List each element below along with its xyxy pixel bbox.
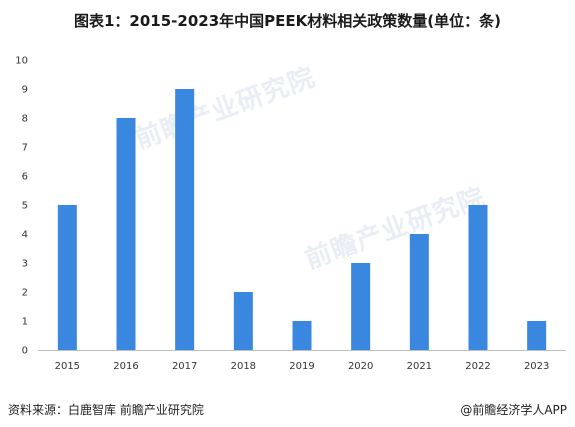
y-tick-label: 0 <box>22 346 28 357</box>
bar-2018 <box>233 292 253 350</box>
x-tick-label: 2018 <box>231 361 256 372</box>
bar-2017 <box>175 89 195 350</box>
x-axis: 2015 2016 2017 2018 2019 2020 2021 2022 2023 <box>55 361 550 372</box>
x-tick-label: 2022 <box>465 361 490 372</box>
bars-group <box>57 89 547 350</box>
y-tick-label: 5 <box>22 201 28 212</box>
y-tick-label: 1 <box>22 317 28 328</box>
bar-2019 <box>292 321 312 350</box>
x-tick-label: 2023 <box>524 361 549 372</box>
x-tick-label: 2020 <box>348 361 373 372</box>
bar-2015 <box>57 205 77 350</box>
x-tick-label: 2021 <box>407 361 432 372</box>
brand-note: @前瞻经济学人APP <box>460 403 567 417</box>
x-tick-label: 2017 <box>172 361 197 372</box>
y-tick-label: 8 <box>22 114 28 125</box>
bar-2020 <box>351 263 371 350</box>
y-tick-label: 3 <box>22 259 28 270</box>
chart-title: 图表1：2015-2023年中国PEEK材料相关政策数量(单位：条) <box>74 12 501 30</box>
x-tick-label: 2016 <box>113 361 138 372</box>
bar-2021 <box>409 234 429 350</box>
y-tick-label: 9 <box>22 85 28 96</box>
y-tick-label: 7 <box>22 143 28 154</box>
bar-2022 <box>468 205 488 350</box>
x-tick-label: 2019 <box>289 361 314 372</box>
x-tick-label: 2015 <box>55 361 80 372</box>
y-tick-label: 10 <box>15 56 28 67</box>
y-axis: 0 1 2 3 4 5 6 7 8 9 10 <box>15 56 28 357</box>
source-note: 资料来源：白鹿智库 前瞻产业研究院 <box>8 403 204 417</box>
y-tick-label: 2 <box>22 288 28 299</box>
y-tick-label: 4 <box>22 230 28 241</box>
y-tick-label: 6 <box>22 172 28 183</box>
bar-2016 <box>116 118 136 350</box>
bar-2023 <box>527 321 547 350</box>
